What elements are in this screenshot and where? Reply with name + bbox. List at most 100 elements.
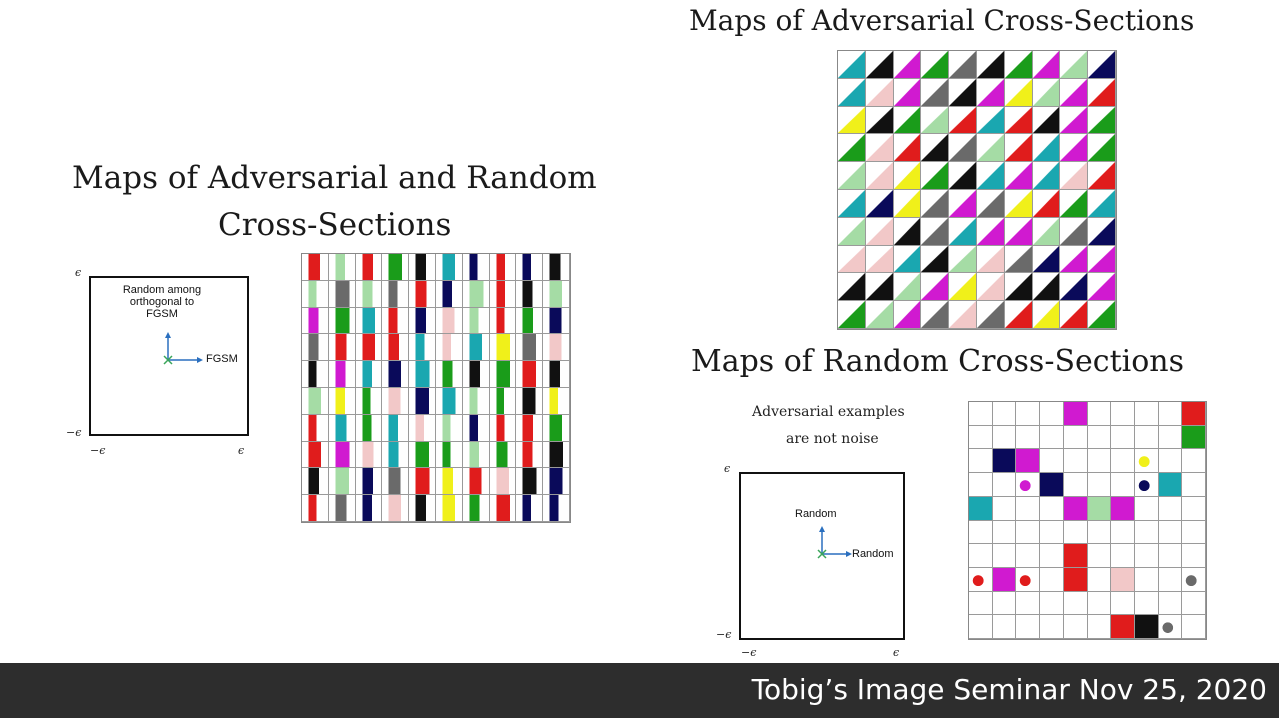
map-tile [355,441,383,469]
map-tile [489,441,517,469]
map-tile [1004,217,1033,246]
map-tile [1032,245,1061,274]
map-tile [462,414,490,442]
map-tile [1134,615,1159,639]
map-tile [1111,496,1135,521]
map-tile [1111,544,1135,568]
map-tile [949,78,977,107]
map-tile [1087,402,1112,426]
map-tile [516,254,544,281]
map-tile [516,387,544,415]
map-tile [865,189,894,218]
map-tile [1040,591,1064,616]
map-tile [382,334,410,362]
adversarial-map-grid [837,50,1117,330]
map-tile [1087,591,1112,616]
map-tile [893,189,922,218]
map-tile [328,254,356,281]
map-tile [838,106,866,135]
map-tile [1182,591,1206,616]
map-tile [1060,162,1089,190]
map-tile [893,78,922,107]
left-eps-top: ϵ [75,266,82,279]
map-tile [893,51,922,79]
map-tile [1004,189,1033,218]
map-tile [328,280,356,308]
map-tile [838,162,866,190]
map-tile [302,441,329,469]
map-tile [1134,591,1159,616]
map-tile [355,254,383,281]
map-tile [1040,615,1064,639]
map-tile [516,307,544,335]
map-tile [1088,273,1116,302]
right-eps-top: ϵ [724,462,731,475]
map-tile [462,441,490,469]
map-tile [1063,544,1088,568]
map-tile [969,591,993,616]
map-tile [1040,520,1064,545]
map-tile [865,217,894,246]
map-tile [1032,273,1061,302]
map-tile [1032,217,1061,246]
map-tile [969,449,993,474]
map-tile [1182,615,1206,639]
map-tile [543,495,570,522]
left-title-line1: Maps of Adversarial and Random [72,160,597,196]
map-tile [1088,217,1116,246]
map-tile [976,78,1005,107]
map-tile [1004,273,1033,302]
left-title-line2: Cross-Sections [218,207,452,243]
map-tile [838,78,866,107]
right-eps-bottom: −ϵ [716,628,732,641]
map-tile [1063,615,1088,639]
map-tile [992,544,1017,568]
map-tile [969,473,993,497]
map-tile [1134,544,1159,568]
map-tile [1032,189,1061,218]
left-axis-arrows [163,332,203,365]
map-tile [1040,402,1064,426]
map-tile [1016,544,1041,568]
map-tile [865,301,894,329]
map-tile [302,468,329,496]
map-tile [838,273,866,302]
map-tile [516,280,544,308]
map-tile [1060,189,1089,218]
map-tile [1088,51,1116,79]
top-right-title: Maps of Adversarial Cross-Sections [689,4,1195,37]
map-tile [489,495,517,522]
random-caption-line1: Adversarial examples [752,404,905,420]
map-tile [328,307,356,335]
map-tile [838,189,866,218]
map-tile [1016,473,1041,497]
map-tile [976,134,1005,163]
map-tile [435,495,463,522]
map-tile [489,387,517,415]
map-tile [969,520,993,545]
map-tile [435,307,463,335]
map-tile [516,495,544,522]
map-tile [992,520,1017,545]
map-tile [302,334,329,362]
map-tile [893,134,922,163]
map-tile [302,307,329,335]
map-tile [976,301,1005,329]
map-tile [1087,449,1112,474]
map-tile [328,495,356,522]
map-tile [1060,245,1089,274]
map-tile [1016,402,1041,426]
map-tile [489,361,517,388]
map-tile [921,301,950,329]
map-tile [1134,473,1159,497]
left-eps-right: ϵ [238,444,245,457]
map-tile [462,387,490,415]
map-tile [1088,106,1116,135]
map-tile [1087,496,1112,521]
map-tile [435,441,463,469]
map-tile [302,495,329,522]
map-tile [949,106,977,135]
left-eps-bottom: −ϵ [66,426,82,439]
map-tile [328,414,356,442]
map-tile [1040,544,1064,568]
